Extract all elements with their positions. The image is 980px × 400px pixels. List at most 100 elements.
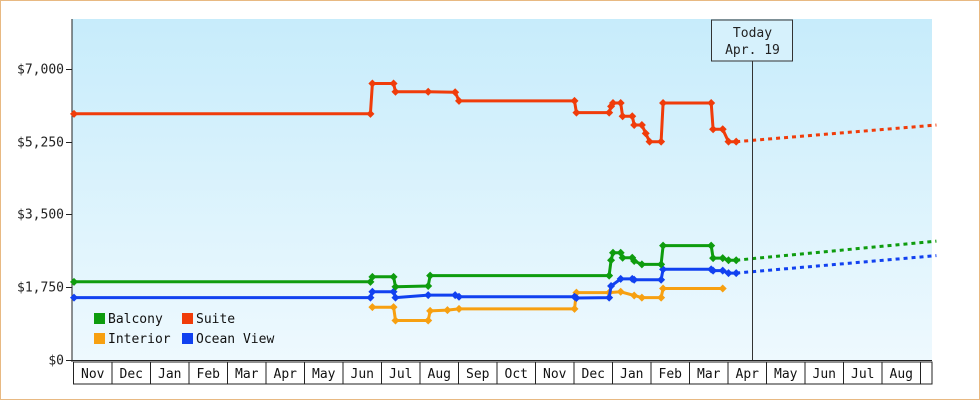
data-point-marker — [391, 293, 400, 302]
data-point-marker — [368, 79, 377, 88]
data-point-marker — [389, 303, 398, 312]
data-point-marker — [391, 282, 400, 291]
data-point-marker — [707, 241, 716, 250]
x-tick-label: Dec — [582, 367, 605, 382]
data-point-marker — [732, 137, 741, 146]
x-tick-label: Oct — [505, 367, 528, 382]
data-point-marker — [630, 257, 639, 266]
axes-layer: $0 $1,750 $3,500 $5,250 $7,000 Nov Dec Jan Feb Ma… — [17, 19, 933, 385]
data-point-marker — [659, 99, 668, 108]
x-tick-label: Mar — [235, 367, 259, 382]
data-point-marker — [709, 125, 718, 134]
forecast-line — [736, 254, 937, 275]
x-tick-label: Feb — [659, 367, 683, 382]
data-point-marker — [724, 137, 733, 146]
data-point-marker — [424, 281, 433, 290]
data-point-marker — [616, 274, 625, 283]
y-tick-label: $7,000 — [17, 63, 64, 78]
data-point-marker — [657, 137, 666, 146]
x-tick-label: Nov — [81, 367, 105, 382]
legend-label: Ocean View — [196, 332, 274, 347]
x-tick-label: Jan — [620, 367, 643, 382]
data-point-marker — [570, 304, 579, 313]
data-point-marker — [637, 260, 646, 269]
data-point-marker — [616, 248, 625, 257]
today-box — [711, 19, 793, 62]
x-tick-label: Mar — [697, 367, 721, 382]
data-point-marker — [630, 275, 639, 284]
data-point-marker — [659, 284, 668, 293]
today-marker: Today Apr. 19 — [711, 19, 793, 360]
data-point-marker — [455, 292, 463, 301]
data-point-marker — [657, 275, 666, 284]
data-point-marker — [570, 96, 579, 105]
data-point-marker — [368, 303, 377, 312]
legend-item-interior: Interior — [94, 332, 171, 347]
x-tick-label: Aug — [428, 367, 451, 382]
data-point-marker — [605, 108, 614, 117]
data-point-marker — [368, 287, 377, 296]
data-point-marker — [732, 269, 741, 278]
plot-area-background — [72, 19, 932, 360]
y-tick-label: $1,750 — [17, 281, 64, 296]
legend-label: Suite — [196, 312, 235, 327]
x-tick-cell-empty — [920, 361, 933, 385]
forecast-line — [736, 123, 937, 144]
x-tick-label: Apr — [736, 367, 760, 382]
x-tick-label: Nov — [543, 367, 567, 382]
y-tick-label: $5,250 — [17, 136, 64, 151]
legend-item-balcony: Balcony — [94, 312, 163, 327]
data-point-marker — [443, 306, 452, 315]
data-point-marker — [426, 306, 435, 315]
data-point-marker — [424, 291, 433, 300]
data-point-marker — [607, 256, 616, 265]
forecast-line — [736, 239, 937, 262]
data-point-marker — [618, 112, 627, 121]
legend-swatch — [182, 333, 193, 344]
data-point-marker — [426, 271, 435, 280]
today-label-line1: Today — [733, 26, 772, 41]
data-point-marker — [724, 256, 733, 265]
legend: Balcony Suite Interior Ocean View — [94, 312, 274, 347]
x-tick-label: Apr — [274, 367, 298, 382]
data-point-marker — [637, 121, 646, 130]
data-point-marker — [368, 272, 377, 281]
x-tick-label: Jun — [351, 367, 374, 382]
data-point-marker — [424, 87, 433, 96]
legend-swatch — [94, 313, 105, 324]
data-point-marker — [455, 96, 463, 105]
x-tick-label: Feb — [197, 367, 221, 382]
data-point-marker — [455, 304, 463, 313]
y-tick-label: $3,500 — [17, 208, 64, 223]
series-ocean-view — [70, 254, 937, 303]
data-point-marker — [572, 294, 581, 303]
data-point-marker — [70, 109, 78, 118]
series-interior — [368, 284, 727, 325]
data-point-marker — [630, 121, 639, 130]
data-point-marker — [645, 137, 654, 146]
data-point-marker — [618, 253, 627, 262]
data-point-marker — [607, 281, 616, 290]
data-point-marker — [628, 112, 637, 121]
data-point-marker — [616, 99, 625, 108]
data-point-marker — [641, 129, 650, 138]
data-point-marker — [424, 316, 433, 325]
legend-swatch — [182, 313, 193, 324]
data-point-marker — [391, 87, 400, 96]
data-point-marker — [366, 109, 375, 118]
data-point-marker — [718, 125, 727, 134]
data-point-marker — [718, 266, 727, 275]
data-point-marker — [605, 293, 614, 302]
data-point-marker — [657, 260, 666, 269]
data-point-marker — [732, 256, 741, 265]
data-point-marker — [605, 271, 614, 280]
x-tick-label: Jun — [813, 367, 836, 382]
data-point-marker — [70, 293, 78, 302]
y-tick-label: $0 — [48, 354, 64, 369]
x-tick-label: May — [774, 367, 798, 382]
x-tick-label: Aug — [890, 367, 913, 382]
data-point-marker — [718, 284, 727, 293]
legend-swatch — [94, 333, 105, 344]
